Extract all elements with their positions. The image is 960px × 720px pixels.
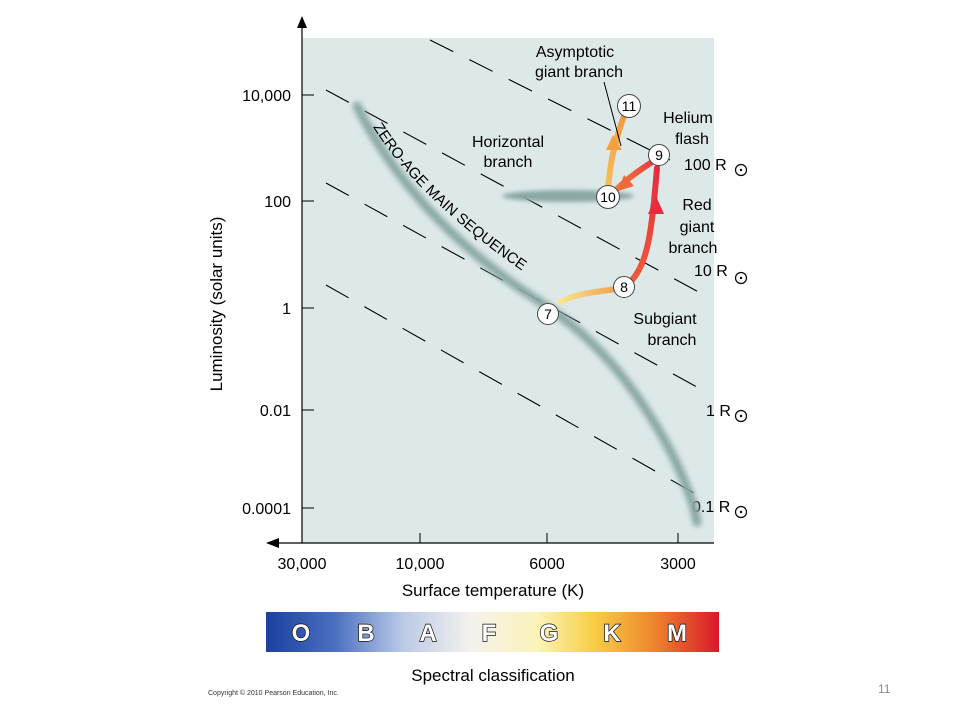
stage-9: 9 xyxy=(648,144,670,166)
agb-leader-line xyxy=(603,81,622,147)
y-axis-arrow xyxy=(297,16,307,28)
stage-9-label: 9 xyxy=(655,147,663,163)
y-tick-label: 100 xyxy=(264,194,291,211)
spectral-class-m: M xyxy=(667,620,687,647)
plot-area xyxy=(302,38,714,543)
spectral-class-b: B xyxy=(357,620,374,647)
sun-symbol-dot xyxy=(739,276,743,280)
stage-8: 8 xyxy=(613,276,635,298)
agb-label-line2: giant branch xyxy=(535,64,623,81)
sun-symbol xyxy=(734,163,748,177)
horizontal-branch-label-line2: branch xyxy=(484,154,533,171)
sun-symbol xyxy=(734,505,748,519)
x-tick-label: 30,000 xyxy=(278,556,327,573)
sun-symbol-dot xyxy=(739,168,743,172)
stage-11-label: 11 xyxy=(622,98,637,114)
helium-flash-label-line2: flash xyxy=(675,131,709,148)
spectral-classes: O B A F G K M xyxy=(291,619,688,647)
red-giant-label-line2: giant xyxy=(680,219,715,236)
radius-label: 10 R xyxy=(694,263,728,280)
y-tick-label: 10,000 xyxy=(242,88,291,105)
spectral-class-o: O xyxy=(292,620,311,647)
copyright-notice: Copyright © 2010 Pearson Education, Inc. xyxy=(208,690,339,697)
radius-line-0.1 xyxy=(325,284,711,503)
stage-8-label: 8 xyxy=(620,279,628,295)
radius-line-100 xyxy=(429,39,671,161)
region-labels: Asymptotic giant branch Horizontal branc… xyxy=(472,44,717,349)
red-giant-label-line1: Red xyxy=(682,197,711,214)
spectral-class-k: K xyxy=(603,620,621,647)
subgiant-label-line1: Subgiant xyxy=(633,311,697,328)
sun-symbol-dot xyxy=(739,414,743,418)
horizontal-branch-label-line1: Horizontal xyxy=(472,134,544,151)
radius-labels: 100 R 10 R 1 R 0.1 R xyxy=(684,157,748,519)
subgiant-label-line2: branch xyxy=(648,332,697,349)
main-sequence-band xyxy=(352,101,702,527)
helium-flash-label-line1: Helium xyxy=(663,110,713,127)
stage-10-label: 10 xyxy=(600,189,616,205)
y-ticks: 10,000 100 1 0.01 0.0001 xyxy=(242,88,314,518)
x-axis-label: Surface temperature (K) xyxy=(402,581,584,600)
agb-label-line1: Asymptotic xyxy=(536,44,614,61)
red-giant-track xyxy=(629,165,660,283)
y-tick-label: 0.0001 xyxy=(242,501,291,518)
slide-number: 11 xyxy=(878,682,891,696)
spectral-bar: O B A F G K M Spectral classification xyxy=(266,612,719,685)
sun-symbol xyxy=(734,409,748,423)
radius-label: 1 R xyxy=(706,403,731,420)
x-tick-label: 10,000 xyxy=(396,556,445,573)
red-giant-label-line3: branch xyxy=(669,240,718,257)
stage-11: 11 xyxy=(617,94,641,118)
y-axis-label: Luminosity (solar units) xyxy=(207,217,226,392)
agb-arrowhead xyxy=(606,135,622,150)
spectral-class-f: F xyxy=(482,620,497,647)
x-tick-label: 3000 xyxy=(660,556,696,573)
y-tick-label: 0.01 xyxy=(260,403,291,420)
spectral-label: Spectral classification xyxy=(411,666,574,685)
stage-7: 7 xyxy=(537,303,559,325)
x-tick-label: 6000 xyxy=(529,556,565,573)
radius-label: 0.1 R xyxy=(692,499,730,516)
helium-flash-arrowhead xyxy=(618,175,634,191)
stage-10: 10 xyxy=(596,185,620,209)
radius-line-1 xyxy=(325,182,707,393)
y-tick-label: 1 xyxy=(282,301,291,318)
x-axis-arrow xyxy=(266,538,279,548)
spectral-class-a: A xyxy=(419,620,436,647)
spectral-gradient xyxy=(266,612,719,652)
sun-symbol-dot xyxy=(739,510,743,514)
sun-symbol xyxy=(734,271,748,285)
red-giant-arrowhead xyxy=(648,196,664,214)
stage-markers: 7 8 9 10 11 xyxy=(537,94,670,325)
spectral-class-g: G xyxy=(540,620,559,647)
stage-7-label: 7 xyxy=(544,306,552,322)
radius-label: 100 R xyxy=(684,157,727,174)
x-ticks: 30,000 10,000 6000 3000 xyxy=(278,533,696,573)
agb-track xyxy=(605,113,627,191)
